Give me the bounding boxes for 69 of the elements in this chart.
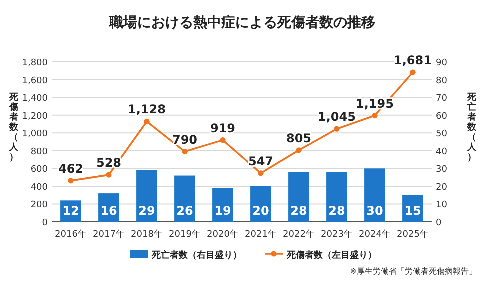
x-tick-label: 2024年 [359,229,391,240]
data-label: 12 [62,204,80,218]
y-tick-label: 400 [30,182,48,193]
point [106,172,112,178]
data-label: 1,128 [128,102,166,117]
x-tick-label: 2022年 [283,229,315,240]
y2-tick-label: 0 [436,218,442,228]
legend-label: 死亡者数（右目盛り） [151,250,242,261]
y2-tick-label: 50 [436,130,448,140]
bar [326,172,348,222]
bar [364,168,386,222]
y-tick-label: 0 [42,218,48,228]
data-label: 1,045 [318,110,356,124]
y-tick-label: 1,400 [22,94,48,104]
point [220,138,226,144]
y-tick-label: 600 [30,165,48,176]
data-label: 547 [248,154,274,168]
x-tick-label: 2017年 [93,229,125,240]
point [410,70,416,76]
x-tick-label: 2020年 [207,229,239,240]
data-label: 26 [176,204,194,218]
data-label: 30 [366,204,384,218]
data-label: 20 [252,204,270,218]
y2-tick-label: 60 [436,112,448,122]
y2-tick-label: 10 [436,200,448,211]
data-label: 28 [290,204,308,218]
point [372,112,378,119]
point [296,148,302,154]
data-label: 919 [210,121,236,136]
x-tick-label: 2025年 [397,229,429,240]
data-label: 16 [100,204,118,218]
y2-tick-label: 90 [436,58,448,68]
data-label: 19 [214,204,232,218]
data-label: 1,681 [394,54,432,68]
y-axis-title: 死傷者数（人） [8,92,20,163]
bar [136,170,158,222]
y-tick-label: 1,600 [22,76,48,86]
point [68,178,74,184]
x-tick-label: 2019年 [169,229,201,240]
y2-axis-title: 死亡者数（人） [466,92,478,163]
y-tick-label: 1,000 [22,130,48,140]
point [334,126,340,132]
y2-tick-label: 40 [436,147,448,158]
point [144,118,150,125]
data-label: 29 [138,204,156,218]
y2-tick-label: 20 [436,182,448,193]
y2-tick-label: 70 [436,94,448,104]
y2-tick-label: 80 [436,76,448,86]
y-tick-label: 1,200 [22,112,48,122]
data-label: 462 [58,162,84,176]
data-label: 15 [404,204,422,218]
y2-tick-label: 30 [436,165,448,176]
x-tick-label: 2023年 [321,229,353,240]
y-tick-label: 1,800 [22,58,48,68]
point [182,148,188,155]
x-tick-label: 2021年 [245,229,277,240]
data-label: 28 [328,204,346,218]
bar [174,176,196,222]
data-label: 790 [172,132,198,147]
x-tick-label: 2018年 [131,229,163,240]
y-tick-label: 200 [30,200,48,211]
legend-label: 死傷者数（左目盛り） [286,250,377,261]
chart-title: 職場における熱中症による死傷者数の推移 [108,14,376,31]
point [258,170,264,176]
bar [288,172,310,222]
data-label: 805 [286,131,312,146]
y-tick-label: 800 [30,147,48,158]
x-tick-label: 2016年 [55,229,87,240]
text: ※厚生労働省「労働者死傷病報告」 [350,267,477,276]
